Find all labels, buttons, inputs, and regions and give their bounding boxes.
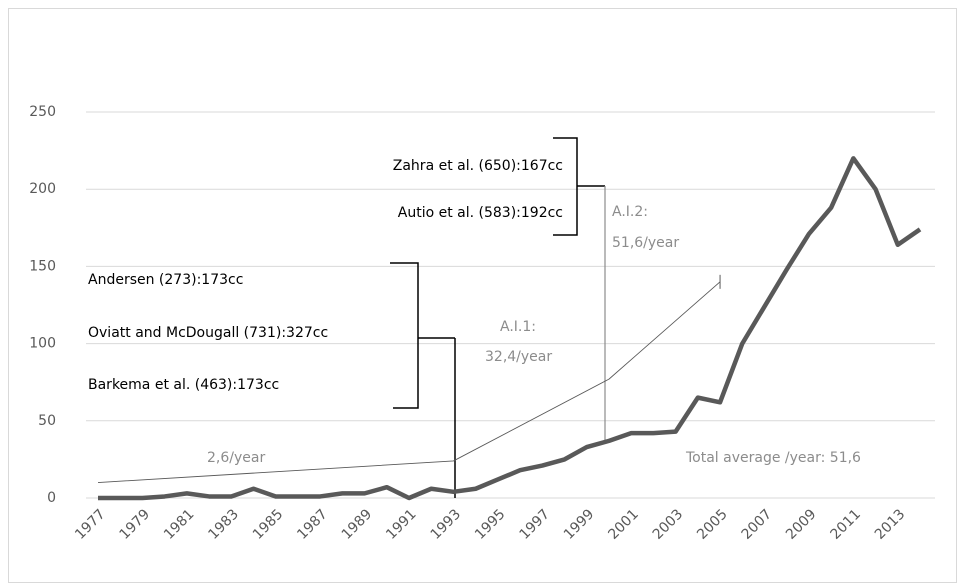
x-tick-label: 1977 xyxy=(72,506,109,543)
annotation: Oviatt and McDougall (731):327cc xyxy=(88,325,328,341)
annotation: A.I.2: xyxy=(612,204,648,220)
x-tick-label: 2011 xyxy=(827,506,864,543)
x-tick-label: 2003 xyxy=(650,506,687,543)
y-tick-label: 0 xyxy=(47,490,56,506)
y-tick-label: 50 xyxy=(38,413,56,429)
x-tick-label: 1983 xyxy=(205,506,242,543)
x-tick-label: 1997 xyxy=(516,506,553,543)
x-tick-label: 2009 xyxy=(783,506,820,543)
x-tick-label: 1981 xyxy=(161,506,198,543)
y-tick-label: 250 xyxy=(29,104,56,120)
x-tick-label: 2005 xyxy=(694,506,731,543)
x-tick-label: 1989 xyxy=(339,506,376,543)
lower-bracket xyxy=(390,262,456,498)
annotation: Autio et al. (583):192cc xyxy=(398,205,563,221)
x-tick-label: 1991 xyxy=(383,506,420,543)
x-tick-label: 2001 xyxy=(605,506,642,543)
y-tick-label: 150 xyxy=(29,258,56,274)
upper-bracket xyxy=(553,137,606,443)
x-tick-label: 1995 xyxy=(472,506,509,543)
annotation: 32,4/year xyxy=(485,349,552,365)
x-tick-label: 1985 xyxy=(250,506,287,543)
x-tick-label: 2013 xyxy=(872,506,909,543)
annotation: A.I.1: xyxy=(500,319,536,335)
trend-line xyxy=(97,281,721,484)
x-tick-label: 2007 xyxy=(739,506,776,543)
annotation: Barkema et al. (463):173cc xyxy=(88,377,279,393)
annotation: Total average /year: 51,6 xyxy=(685,450,861,466)
annotation: 2,6/year xyxy=(207,450,265,466)
annotation: Andersen (273):173cc xyxy=(88,272,243,288)
annotation: Zahra et al. (650):167cc xyxy=(393,158,563,174)
x-tick-label: 1993 xyxy=(428,506,465,543)
annotation: 51,6/year xyxy=(612,235,679,251)
grid xyxy=(86,111,935,499)
x-tick-label: 1979 xyxy=(117,506,154,543)
bracket xyxy=(390,262,419,409)
data-line xyxy=(98,156,922,501)
y-tick-label: 100 xyxy=(29,336,56,352)
x-tick-label: 1987 xyxy=(294,506,331,543)
y-tick-label: 200 xyxy=(29,181,56,197)
x-tick-label: 1999 xyxy=(561,506,598,543)
